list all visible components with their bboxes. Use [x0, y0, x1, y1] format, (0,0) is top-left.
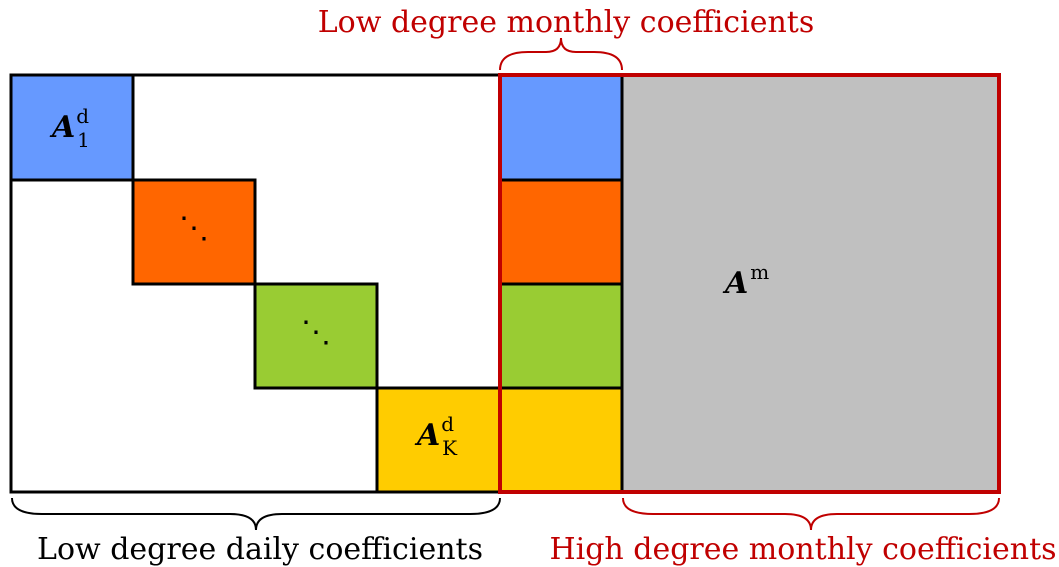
- ddots-green: ⋱: [301, 315, 331, 350]
- block-green: [253, 282, 379, 390]
- block-ak: [375, 386, 502, 494]
- ak-label: Ad K: [414, 412, 458, 460]
- monthly-col-green: [498, 282, 624, 390]
- ddots-orange: ⋱: [179, 211, 209, 246]
- monthly-frame: [498, 73, 1001, 494]
- a1-label: Ad 1: [49, 104, 90, 152]
- low-degree-monthly-label: Low degree monthly coefficients: [318, 5, 814, 40]
- high-degree-monthly-label: High degree monthly coefficients: [549, 532, 1056, 567]
- block-a1: [9, 73, 135, 182]
- bottom-right-brace: [622, 497, 1000, 531]
- monthly-col-yellow: [498, 386, 624, 494]
- block-orange: [131, 178, 257, 286]
- bottom-left-brace: [11, 497, 501, 531]
- block-am: [620, 73, 1001, 494]
- top-brace: [499, 37, 623, 71]
- low-degree-daily-label: Low degree daily coefficients: [37, 532, 483, 567]
- monthly-col-blue: [498, 73, 624, 182]
- monthly-col-orange: [498, 178, 624, 286]
